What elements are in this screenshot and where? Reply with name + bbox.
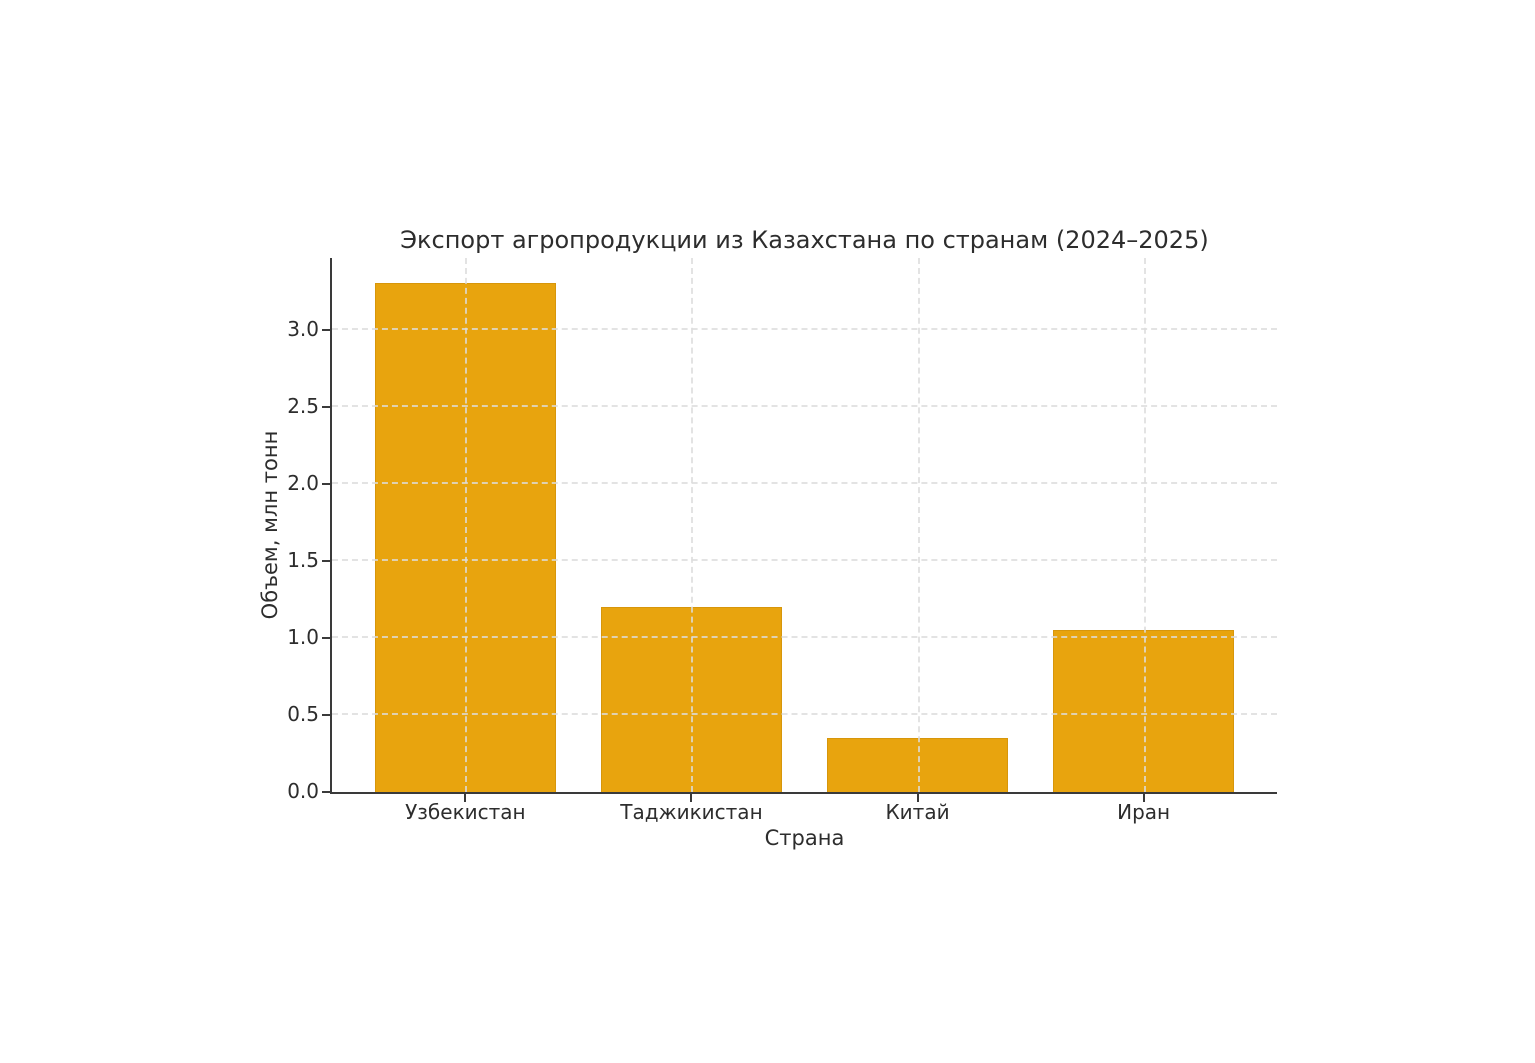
x-tick-mark (464, 794, 467, 802)
x-axis-label: Страна (764, 826, 845, 850)
y-tick-mark (322, 405, 330, 408)
y-axis-spine (330, 258, 332, 794)
x-tick-label: Таджикистан (620, 800, 763, 824)
bar (1053, 630, 1235, 792)
y-tick-label: 2.5 (287, 393, 319, 418)
bar (827, 738, 1008, 792)
y-tick-label: 1.5 (287, 547, 319, 572)
x-tick-mark (690, 794, 693, 802)
y-tick-mark (322, 482, 330, 485)
y-tick-label: 0.0 (287, 779, 319, 803)
y-tick-label: 1.0 (287, 624, 319, 649)
y-tick-mark (322, 713, 330, 716)
y-tick-mark (322, 636, 330, 639)
x-tick-mark (916, 794, 919, 802)
bar (601, 607, 782, 792)
y-tick-mark (322, 559, 330, 562)
y-axis-label: Объем, млн тонн (258, 430, 282, 620)
y-tick-mark (322, 791, 330, 793)
chart-title: Экспорт агропродукции из Казахстана по с… (400, 226, 1209, 254)
y-tick-label: 0.5 (287, 701, 319, 726)
x-tick-label: Иран (1117, 800, 1171, 824)
y-tick-label: 3.0 (287, 316, 319, 341)
x-axis-spine (330, 792, 1277, 794)
x-tick-mark (1142, 794, 1145, 802)
x-tick-label: Китай (885, 800, 950, 824)
vertical-gridline (917, 258, 920, 792)
bar (374, 283, 556, 792)
y-tick-label: 2.0 (287, 470, 319, 495)
x-tick-label: Узбекистан (405, 800, 526, 824)
plot-area: 0.0 0.5 1.0 1.5 2.0 2.5 3.0 Узбекистан Таджикист… (287, 258, 1277, 822)
y-tick-mark (322, 328, 330, 331)
